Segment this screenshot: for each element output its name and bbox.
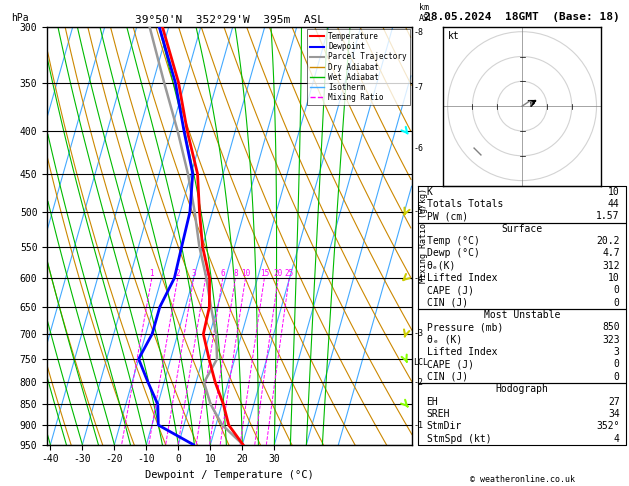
Text: Totals Totals: Totals Totals [426, 199, 503, 209]
Text: CAPE (J): CAPE (J) [426, 360, 474, 369]
Text: -5: -5 [414, 208, 423, 216]
Text: 34: 34 [608, 409, 620, 419]
Text: Pressure (mb): Pressure (mb) [426, 323, 503, 332]
Text: -1: -1 [414, 420, 423, 430]
Text: LCL: LCL [414, 358, 428, 367]
Text: 20.2: 20.2 [596, 236, 620, 246]
Text: -6: -6 [414, 144, 423, 153]
Text: 4.7: 4.7 [602, 248, 620, 259]
Text: 4: 4 [614, 434, 620, 444]
Text: 323: 323 [602, 335, 620, 345]
Text: 27: 27 [608, 397, 620, 406]
Text: 20: 20 [274, 269, 283, 278]
Legend: Temperature, Dewpoint, Parcel Trajectory, Dry Adiabat, Wet Adiabat, Isotherm, Mi: Temperature, Dewpoint, Parcel Trajectory… [308, 29, 409, 105]
Text: 312: 312 [602, 261, 620, 271]
Text: -3: -3 [414, 330, 423, 338]
Text: StmDir: StmDir [426, 421, 462, 431]
Text: 44: 44 [608, 199, 620, 209]
Text: CIN (J): CIN (J) [426, 298, 468, 308]
Text: 10: 10 [608, 187, 620, 197]
Text: hPa: hPa [11, 13, 28, 22]
Text: K: K [426, 187, 433, 197]
Text: 10: 10 [608, 273, 620, 283]
Text: 0: 0 [614, 360, 620, 369]
Text: 25: 25 [284, 269, 294, 278]
Text: Lifted Index: Lifted Index [426, 273, 497, 283]
Text: 4: 4 [203, 269, 208, 278]
Text: 10: 10 [241, 269, 250, 278]
Text: 352°: 352° [596, 421, 620, 431]
Text: SREH: SREH [426, 409, 450, 419]
Text: 1: 1 [150, 269, 154, 278]
Text: CAPE (J): CAPE (J) [426, 285, 474, 295]
X-axis label: Dewpoint / Temperature (°C): Dewpoint / Temperature (°C) [145, 470, 314, 480]
Text: 28.05.2024  18GMT  (Base: 18): 28.05.2024 18GMT (Base: 18) [424, 12, 620, 22]
Text: kt: kt [447, 32, 459, 41]
Text: 0: 0 [614, 372, 620, 382]
Text: Surface: Surface [501, 224, 543, 234]
Text: -2: -2 [414, 378, 423, 387]
Text: PW (cm): PW (cm) [426, 211, 468, 222]
Text: Lifted Index: Lifted Index [426, 347, 497, 357]
Text: Mixing Ratio (g/kg): Mixing Ratio (g/kg) [419, 188, 428, 283]
Text: © weatheronline.co.uk: © weatheronline.co.uk [470, 474, 574, 484]
Text: -4: -4 [414, 274, 423, 282]
Text: 1.57: 1.57 [596, 211, 620, 222]
Text: Temp (°C): Temp (°C) [426, 236, 479, 246]
Text: Most Unstable: Most Unstable [484, 310, 560, 320]
Text: 850: 850 [602, 323, 620, 332]
Text: EH: EH [426, 397, 438, 406]
Text: 3: 3 [191, 269, 196, 278]
Text: -8: -8 [414, 28, 423, 37]
Text: 3: 3 [614, 347, 620, 357]
Text: km
ASL: km ASL [420, 3, 434, 22]
Text: 8: 8 [233, 269, 238, 278]
Text: 15: 15 [260, 269, 269, 278]
Text: θₑ(K): θₑ(K) [426, 261, 456, 271]
Text: StmSpd (kt): StmSpd (kt) [426, 434, 491, 444]
Text: -7: -7 [414, 83, 423, 92]
Text: θₑ (K): θₑ (K) [426, 335, 462, 345]
Text: 0: 0 [614, 285, 620, 295]
Text: CIN (J): CIN (J) [426, 372, 468, 382]
Text: Dewp (°C): Dewp (°C) [426, 248, 479, 259]
Text: 0: 0 [614, 298, 620, 308]
Text: 6: 6 [220, 269, 225, 278]
Text: Hodograph: Hodograph [496, 384, 548, 394]
Title: 39°50'N  352°29'W  395m  ASL: 39°50'N 352°29'W 395m ASL [135, 15, 324, 25]
Text: 2: 2 [175, 269, 180, 278]
